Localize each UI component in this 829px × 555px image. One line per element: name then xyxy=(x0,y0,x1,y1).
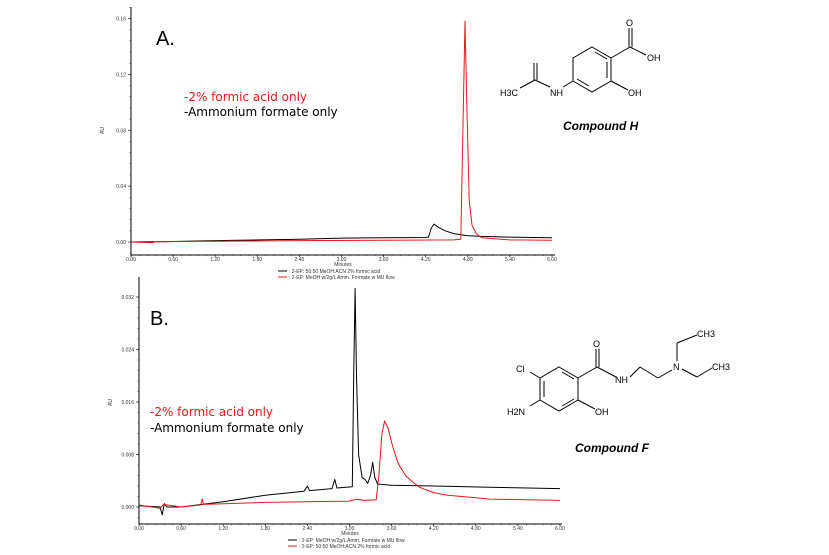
compound-f-label: Compound F xyxy=(575,441,650,455)
compound-f-structure xyxy=(529,334,713,412)
x-tick-label: 4.20 xyxy=(429,526,439,532)
x-tick-label: 4.80 xyxy=(463,257,473,263)
atom-label: N xyxy=(673,362,680,372)
x-tick-label: 1.80 xyxy=(260,526,270,532)
atom-label: NH xyxy=(615,375,628,385)
y-tick-label: 0.000 xyxy=(121,505,134,511)
y-tick-label: 0.008 xyxy=(121,453,134,459)
annotation-formic-acid: -2% formic acid only xyxy=(184,90,307,104)
annotation-formic-acid: -2% formic acid only xyxy=(150,405,273,419)
series-line-black xyxy=(138,288,561,516)
atom-label: H3C xyxy=(500,88,519,98)
atom-label: OH xyxy=(647,53,661,63)
chart-a-x-label: Minutes xyxy=(334,262,352,268)
x-tick-label: 2.40 xyxy=(303,526,313,532)
chart-b-ticks: 0.00 0.60 1.20 1.80 2.40 3.00 3.60 4.20 4.80 5.40… xyxy=(121,295,565,532)
x-tick-label: 3.60 xyxy=(379,257,389,263)
atom-label: H2N xyxy=(507,407,525,417)
series-line-red xyxy=(138,420,561,509)
x-tick-label: 3.00 xyxy=(345,526,355,532)
x-tick-label: 5.40 xyxy=(513,526,523,532)
chart-a-legend: : 2-EP: 50:50 MeOH:ACN 2% formic acid : … xyxy=(278,269,395,281)
legend-entry: : 2-EP: MeOH w/2g/L Amm. Formate w MU fl… xyxy=(289,275,395,281)
panel-label-a: A. xyxy=(156,28,175,50)
y-tick-label: 0.04 xyxy=(116,184,126,190)
x-tick-label: 0.60 xyxy=(168,257,178,263)
x-tick-label: 3.00 xyxy=(337,257,347,263)
compound-h-structure xyxy=(519,28,647,93)
chart-b-x-label: Minutes xyxy=(341,531,359,537)
chart-b-series xyxy=(138,288,561,516)
chart-a: 0.00 0.60 1.20 1.80 2.40 3.00 3.60 4.20 4.80 5.40… xyxy=(100,7,661,281)
x-tick-label: 4.20 xyxy=(421,257,431,263)
x-tick-label: 4.80 xyxy=(471,526,481,532)
atom-label: CH3 xyxy=(712,362,730,372)
annotation-ammonium-formate: -Ammonium formate only xyxy=(150,421,304,435)
atom-label: O xyxy=(593,339,600,349)
x-tick-label: 1.20 xyxy=(210,257,220,263)
series-line-black xyxy=(130,223,553,243)
x-tick-label: 2.40 xyxy=(295,257,305,263)
legend-entry: : 2-EP: MeOH w/2g/L Amm. Formate w MU fl… xyxy=(299,538,405,544)
atom-label: O xyxy=(626,18,633,28)
x-tick-label: 1.20 xyxy=(218,526,228,532)
x-tick-label: 5.40 xyxy=(505,257,515,263)
chart-b-legend: : 2-EP: MeOH w/2g/L Amm. Formate w MU fl… xyxy=(288,538,405,550)
atom-label: CH3 xyxy=(697,329,715,339)
x-tick-label: 1.80 xyxy=(252,257,262,263)
x-tick-label: 3.60 xyxy=(387,526,397,532)
series-line-red xyxy=(130,20,553,244)
y-tick-label: 0.08 xyxy=(116,128,126,134)
x-tick-label: 0.00 xyxy=(126,257,136,263)
atom-label: OH xyxy=(628,88,642,98)
panel-label-b: B. xyxy=(150,308,169,330)
chart-a-series xyxy=(130,20,553,244)
x-tick-label: 6.00 xyxy=(547,257,557,263)
y-tick-label: 0.016 xyxy=(121,400,134,406)
chart-b: 0.00 0.60 1.20 1.80 2.40 3.00 3.60 4.20 4.80 5.40… xyxy=(108,277,730,550)
y-tick-label: 0.12 xyxy=(116,72,126,78)
chart-a-ticks: 0.00 0.60 1.20 1.80 2.40 3.00 3.60 4.20 4.80 5.40… xyxy=(116,7,557,263)
legend-entry: : 2-EP: 50:50 MeOH:ACN 2% formic acid xyxy=(289,269,380,275)
compound-h-label: Compound H xyxy=(563,119,639,133)
atom-label: OH xyxy=(595,407,609,417)
y-tick-label: 0.032 xyxy=(121,295,134,301)
y-tick-label: 0.024 xyxy=(121,348,134,354)
legend-entry: : 2-EP: 50:50 MeOH:ACN 2% formic acid xyxy=(299,544,390,550)
atom-label: Cl xyxy=(516,364,525,374)
x-tick-label: 0.60 xyxy=(176,526,186,532)
x-tick-label: 6.00 xyxy=(555,526,565,532)
y-tick-label: 0.00 xyxy=(116,240,126,246)
chart-b-y-label: AU xyxy=(108,399,114,406)
atom-label: NH xyxy=(550,88,563,98)
y-tick-label: 0.16 xyxy=(116,17,126,23)
x-tick-label: 0.00 xyxy=(134,526,144,532)
chart-a-y-label: AU xyxy=(100,127,106,134)
annotation-ammonium-formate: -Ammonium formate only xyxy=(184,105,338,119)
